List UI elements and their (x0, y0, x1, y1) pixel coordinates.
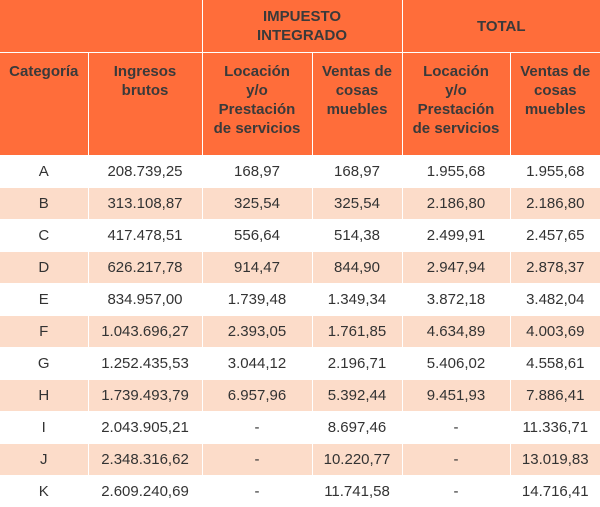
total-ventas-cell: 1.955,68 (510, 156, 600, 188)
ii-locacion-cell: 914,47 (202, 252, 312, 284)
categoria-cell: H (0, 380, 88, 412)
total-locacion-cell: 5.406,02 (402, 348, 510, 380)
ingresos-brutos-cell: 313.108,87 (88, 188, 202, 220)
total-ventas-cell: 14.716,41 (510, 476, 600, 507)
categoria-cell: A (0, 156, 88, 188)
ii-ventas-column-header: Ventas de cosas muebles (312, 53, 402, 156)
ingresos-brutos-cell: 2.609.240,69 (88, 476, 202, 507)
categoria-cell: K (0, 476, 88, 507)
ingresos-brutos-column-header: Ingresos brutos (88, 53, 202, 156)
ii-ventas-cell: 8.697,46 (312, 412, 402, 444)
ii-ventas-cell: 10.220,77 (312, 444, 402, 476)
header-spacer (0, 0, 202, 53)
ii-ventas-cell: 844,90 (312, 252, 402, 284)
total-group-header: TOTAL (402, 0, 600, 53)
total-ventas-cell: 4.558,61 (510, 348, 600, 380)
ingresos-brutos-cell: 1.252.435,53 (88, 348, 202, 380)
total-locacion-cell: - (402, 444, 510, 476)
total-locacion-cell: 2.947,94 (402, 252, 510, 284)
total-ventas-cell: 2.186,80 (510, 188, 600, 220)
total-ventas-cell: 11.336,71 (510, 412, 600, 444)
total-locacion-cell: 2.499,91 (402, 220, 510, 252)
ingresos-brutos-cell: 417.478,51 (88, 220, 202, 252)
total-ventas-cell: 3.482,04 (510, 284, 600, 316)
ii-locacion-cell: 1.739,48 (202, 284, 312, 316)
categoria-cell: C (0, 220, 88, 252)
ii-ventas-cell: 168,97 (312, 156, 402, 188)
ingresos-brutos-cell: 2.348.316,62 (88, 444, 202, 476)
categoria-cell: E (0, 284, 88, 316)
ii-ventas-cell: 514,38 (312, 220, 402, 252)
ii-locacion-cell: - (202, 412, 312, 444)
ingresos-brutos-cell: 1.043.696,27 (88, 316, 202, 348)
ii-ventas-cell: 1.349,34 (312, 284, 402, 316)
ii-ventas-cell: 11.741,58 (312, 476, 402, 507)
total-locacion-cell: 2.186,80 (402, 188, 510, 220)
total-locacion-cell: 3.872,18 (402, 284, 510, 316)
categoria-cell: B (0, 188, 88, 220)
total-ventas-cell: 2.457,65 (510, 220, 600, 252)
ii-ventas-cell: 2.196,71 (312, 348, 402, 380)
ingresos-brutos-cell: 1.739.493,79 (88, 380, 202, 412)
total-ventas-cell: 4.003,69 (510, 316, 600, 348)
total-locacion-cell: - (402, 412, 510, 444)
total-locacion-cell: 9.451,93 (402, 380, 510, 412)
categoria-column-header: Categoría (0, 53, 88, 156)
ingresos-brutos-cell: 626.217,78 (88, 252, 202, 284)
total-ventas-column-header: Ventas de cosas muebles (510, 53, 600, 156)
total-ventas-cell: 7.886,41 (510, 380, 600, 412)
categoria-cell: G (0, 348, 88, 380)
total-locacion-cell: 1.955,68 (402, 156, 510, 188)
ii-locacion-cell: 556,64 (202, 220, 312, 252)
ii-ventas-cell: 1.761,85 (312, 316, 402, 348)
ingresos-brutos-cell: 2.043.905,21 (88, 412, 202, 444)
ii-locacion-cell: - (202, 444, 312, 476)
ii-locacion-cell: 168,97 (202, 156, 312, 188)
total-locacion-column-header: Locación y/o Prestación de servicios (402, 53, 510, 156)
ii-locacion-column-header: Locación y/o Prestación de servicios (202, 53, 312, 156)
ii-locacion-cell: 325,54 (202, 188, 312, 220)
total-locacion-cell: 4.634,89 (402, 316, 510, 348)
categoria-cell: F (0, 316, 88, 348)
categoria-cell: D (0, 252, 88, 284)
impuesto-integrado-group-header: IMPUESTO INTEGRADO (202, 0, 402, 53)
ii-locacion-cell: 6.957,96 (202, 380, 312, 412)
total-ventas-cell: 2.878,37 (510, 252, 600, 284)
ii-locacion-cell: 3.044,12 (202, 348, 312, 380)
ingresos-brutos-cell: 208.739,25 (88, 156, 202, 188)
categoria-cell: I (0, 412, 88, 444)
total-locacion-cell: - (402, 476, 510, 507)
total-ventas-cell: 13.019,83 (510, 444, 600, 476)
ii-ventas-cell: 325,54 (312, 188, 402, 220)
ingresos-brutos-cell: 834.957,00 (88, 284, 202, 316)
ii-locacion-cell: 2.393,05 (202, 316, 312, 348)
categoria-cell: J (0, 444, 88, 476)
ii-ventas-cell: 5.392,44 (312, 380, 402, 412)
ii-locacion-cell: - (202, 476, 312, 507)
